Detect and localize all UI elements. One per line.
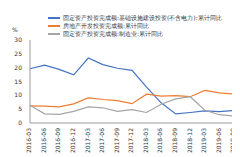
- svg-text:25: 25: [14, 50, 22, 57]
- html-text:固定资产投资完成额:基础设施建设投资(不含电力):累计同比: 固定资产投资完成额:基础设施建设投资(不含电力):累计同比: [63, 14, 222, 21]
- svg-text:30: 30: [14, 36, 22, 43]
- svg-text:2018-03: 2018-03: [142, 128, 149, 153]
- svg-text:20: 20: [14, 64, 22, 71]
- svg-text:2018-09: 2018-09: [171, 128, 178, 153]
- svg-text:2017-06: 2017-06: [98, 128, 105, 153]
- svg-text:0: 0: [18, 119, 22, 126]
- svg-text:%: %: [12, 26, 18, 33]
- svg-text:2016-03: 2016-03: [25, 128, 32, 153]
- svg-text:2019-06: 2019-06: [215, 128, 222, 153]
- svg-text:2018-12: 2018-12: [186, 128, 193, 153]
- svg-text:2016-06: 2016-06: [40, 128, 47, 153]
- svg-text:2019-09: 2019-09: [229, 128, 232, 153]
- svg-text:10: 10: [14, 91, 22, 98]
- svg-text:2019-03: 2019-03: [200, 128, 207, 153]
- svg-text:2017-12: 2017-12: [127, 128, 134, 153]
- html-text:房地产开发投资完成额:累计同比: 房地产开发投资完成额:累计同比: [63, 22, 149, 29]
- html-text:固定资产投资完成额:制造业:累计同比: 固定资产投资完成额:制造业:累计同比: [63, 30, 163, 37]
- svg-text:15: 15: [14, 78, 22, 85]
- svg-text:2017-09: 2017-09: [113, 128, 120, 153]
- svg-text:5: 5: [18, 105, 22, 112]
- svg-text:2016-12: 2016-12: [69, 128, 76, 153]
- svg-text:2017-03: 2017-03: [84, 128, 91, 153]
- svg-text:2018-06: 2018-06: [156, 128, 163, 153]
- svg-text:2016-09: 2016-09: [54, 128, 61, 153]
